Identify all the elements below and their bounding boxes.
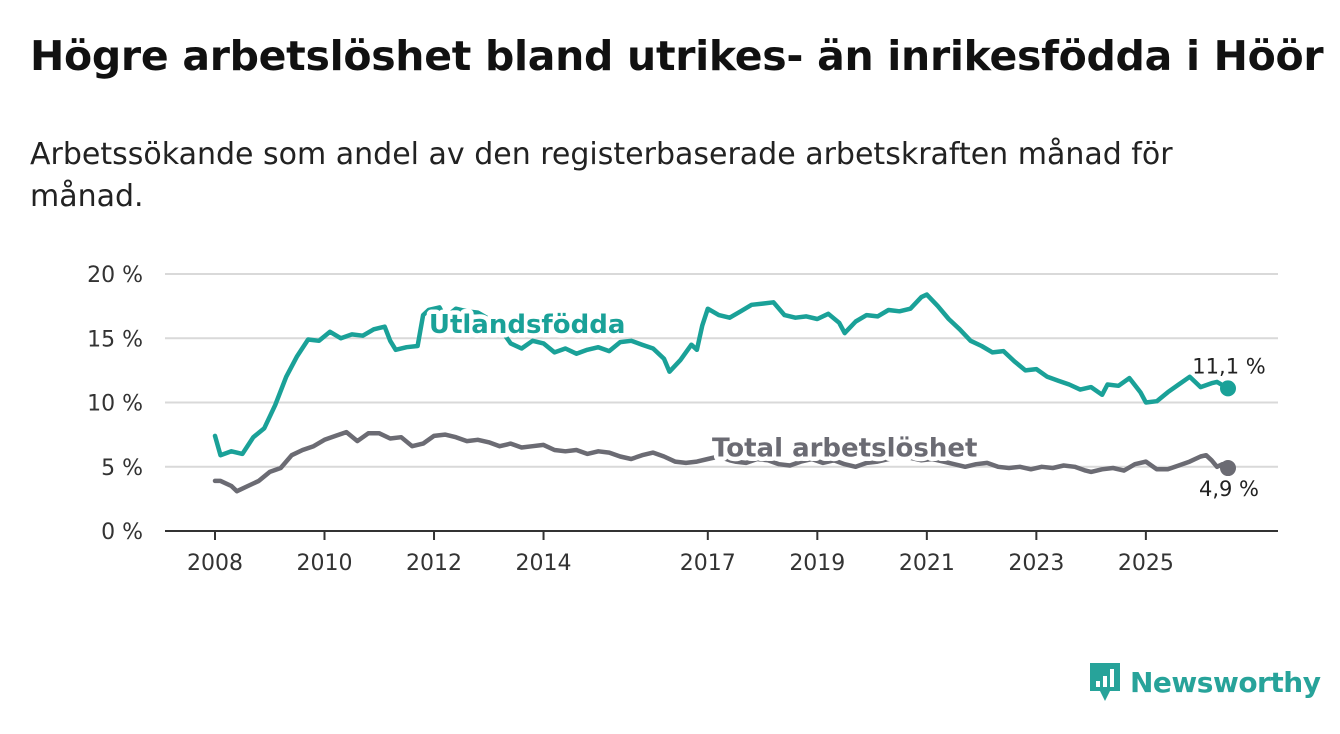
x-axis: 2008 2010 2012 2014 2017 2019 2021 2023 2025 bbox=[165, 530, 1278, 576]
series-end-marker bbox=[1220, 460, 1236, 477]
line-chart: 0 %5 %10 %15 %20 % 2008 2010 2012 2014 2017 2… bbox=[87, 263, 1278, 576]
x-tick-label: 2010 bbox=[297, 551, 353, 576]
series-label-halo: Total arbetslöshet bbox=[712, 433, 977, 463]
series-label: Utlandsfödda bbox=[429, 310, 626, 340]
series-end-marker bbox=[1220, 380, 1236, 397]
newsworthy-logo-icon bbox=[1090, 663, 1120, 701]
y-tick-label: 20 % bbox=[87, 263, 143, 288]
x-tick-label: 2023 bbox=[1008, 551, 1064, 576]
x-tick-label: 2019 bbox=[789, 551, 845, 576]
x-tick-label: 2014 bbox=[516, 551, 572, 576]
y-tick-label: 10 % bbox=[87, 392, 143, 417]
chart-subtitle: Arbetssökande som andel av den registerb… bbox=[30, 137, 1173, 214]
y-axis-ticks: 0 % 5 % 10 % 15 % 20 % bbox=[87, 263, 143, 545]
newsworthy-brand[interactable]: Newsworthy bbox=[1088, 660, 1321, 704]
x-tick-label: 2017 bbox=[680, 551, 736, 576]
y-tick-label: 5 % bbox=[101, 456, 143, 481]
series-label-halo: Utlandsfödda bbox=[429, 310, 626, 340]
y-tick-label: 0 % bbox=[101, 520, 143, 545]
x-tick-label: 2008 bbox=[187, 551, 243, 576]
x-tick-label: 2021 bbox=[899, 551, 955, 576]
x-tick-label: 2025 bbox=[1118, 551, 1174, 576]
page-title: Högre arbetslöshet bland utrikes- än inr… bbox=[30, 32, 1324, 80]
chart-series bbox=[212, 292, 1236, 494]
x-tick-label: 2012 bbox=[406, 551, 462, 576]
chart-gridlines bbox=[165, 273, 1278, 468]
y-tick-label: 15 % bbox=[87, 327, 143, 352]
series-label: Total arbetslöshet bbox=[712, 433, 977, 463]
end-value-label: 11,1 % bbox=[1192, 354, 1265, 378]
series-line-total bbox=[212, 429, 1231, 494]
end-value-label: 4,9 % bbox=[1199, 477, 1259, 501]
brand-name[interactable]: Newsworthy bbox=[1130, 665, 1321, 699]
series-line-utlandsfodda bbox=[212, 292, 1231, 458]
